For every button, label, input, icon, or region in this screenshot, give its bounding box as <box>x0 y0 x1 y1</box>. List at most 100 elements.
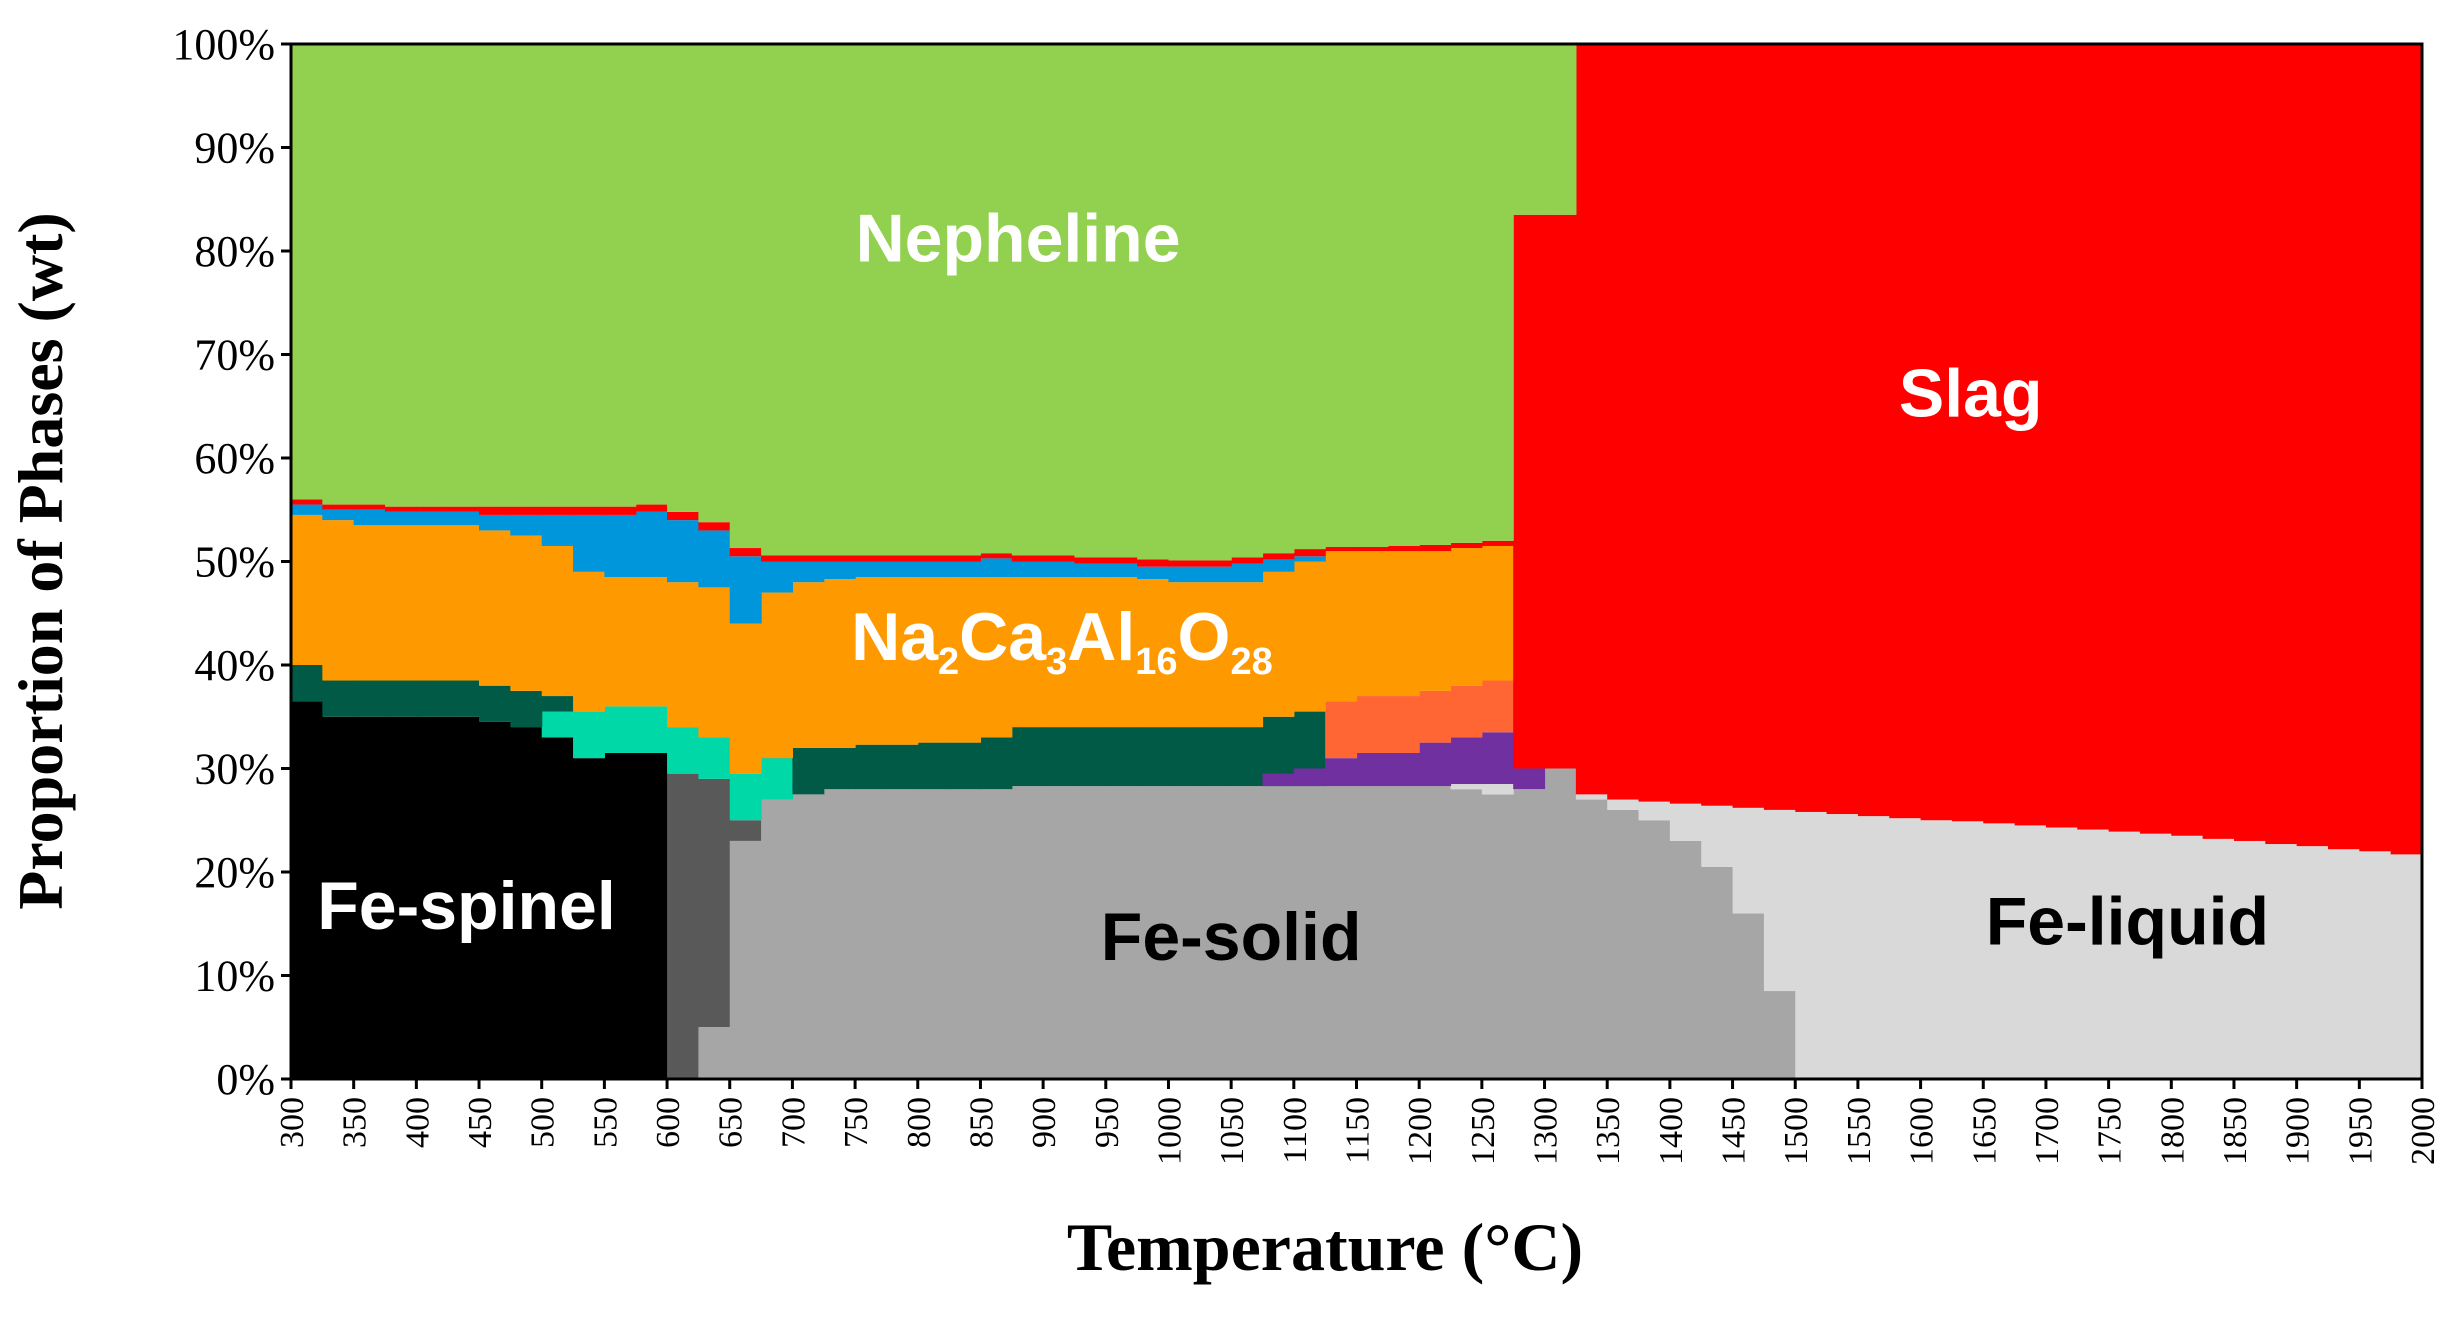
band-slag <box>1481 540 1514 546</box>
band-dark-green-phase <box>447 680 480 717</box>
series-blue-phase <box>291 504 1326 624</box>
band-fe-solid <box>1356 786 1389 1079</box>
band-fe-spinel <box>385 716 417 1079</box>
formula-subscript: 16 <box>1135 641 1177 683</box>
band-dark-green-phase <box>1043 727 1076 787</box>
band-nepheline <box>1544 44 1577 215</box>
band-slag <box>761 555 794 562</box>
band-slag <box>1199 560 1232 567</box>
x-tick-label: 1400 <box>1653 1097 1690 1165</box>
band-fe-solid <box>1168 786 1201 1079</box>
band-blue-phase <box>792 561 825 583</box>
band-slag <box>1951 44 1984 822</box>
band-fe-spinel <box>573 758 605 1079</box>
band-slag <box>2014 44 2047 826</box>
band-aqua-phase <box>761 758 794 800</box>
x-tick-label: 1050 <box>1214 1097 1251 1165</box>
band-nepheline <box>353 44 386 505</box>
band-fe-spinel <box>510 727 543 1079</box>
band-fe-solid <box>1137 786 1170 1079</box>
band-slag <box>1732 44 1765 808</box>
band-dark-green-phase <box>1168 727 1201 787</box>
band-fe-liquid <box>1763 809 1796 992</box>
band-blue-phase <box>1293 556 1326 562</box>
formula-element: Ca <box>959 599 1047 675</box>
band-slag <box>291 499 323 505</box>
band-slag <box>1763 44 1796 810</box>
band-fe-liquid <box>2233 840 2266 1079</box>
band-blue-phase <box>573 514 605 572</box>
x-tick-label: 300 <box>274 1097 311 1148</box>
band-blue-phase <box>635 511 668 578</box>
area-layer <box>291 44 2423 1080</box>
band-nepheline <box>1387 44 1420 546</box>
band-slag <box>479 506 511 515</box>
band-na2ca3al16o28 <box>729 623 762 774</box>
band-dark-green-phase <box>291 665 323 702</box>
band-blue-phase <box>1231 563 1264 583</box>
band-nepheline <box>604 44 637 507</box>
band-nepheline <box>855 44 888 556</box>
band-blue-phase <box>1168 566 1201 583</box>
x-tick-label: 1700 <box>2029 1097 2066 1165</box>
band-na2ca3al16o28 <box>385 525 417 681</box>
y-tick-label: 50% <box>194 538 275 587</box>
band-nepheline <box>1325 44 1358 548</box>
band-slag <box>1293 549 1326 557</box>
series-orange-red-phase <box>1325 680 1514 759</box>
band-nepheline <box>792 44 825 556</box>
band-nepheline <box>1481 44 1514 541</box>
series-fe-solid <box>698 768 1796 1080</box>
series-fe-liquid <box>1450 768 2423 1080</box>
band-slag <box>604 506 637 515</box>
tick-layer: 0% 10% 20% 30% 40% 50% 60% 70% 80% 90% 100% 300 350 4… <box>172 20 2442 1165</box>
band-na2ca3al16o28 <box>1137 579 1170 728</box>
band-slag <box>886 555 919 562</box>
band-na2ca3al16o28 <box>1011 577 1044 728</box>
band-slag <box>510 506 543 515</box>
band-slag <box>1450 542 1483 549</box>
band-fe-solid <box>1231 786 1264 1079</box>
band-slag <box>416 506 449 512</box>
band-na2ca3al16o28 <box>949 577 982 743</box>
series-aqua-phase <box>541 706 794 821</box>
band-slag <box>1074 557 1107 564</box>
band-slag <box>1701 44 1734 806</box>
band-slag <box>2045 44 2078 828</box>
band-slag <box>322 504 355 510</box>
band-fe-spinel <box>635 752 668 1079</box>
formula-subscript: 28 <box>1230 641 1272 683</box>
band-blue-phase <box>1105 563 1138 578</box>
band-slag <box>1607 44 1640 800</box>
band-dark-green-phase <box>886 744 919 790</box>
band-na2ca3al16o28 <box>1168 582 1201 728</box>
band-fe-liquid <box>1983 823 2016 1079</box>
x-tick-label: 1750 <box>2092 1097 2129 1165</box>
band-blue-phase <box>385 511 417 526</box>
band-slag <box>1638 44 1671 802</box>
band-purple-phase <box>1450 737 1483 785</box>
band-fe-liquid <box>1481 784 1514 795</box>
band-na2ca3al16o28 <box>855 577 888 745</box>
band-na2ca3al16o28 <box>1231 582 1264 728</box>
y-tick-label: 40% <box>194 641 275 690</box>
band-slag <box>2265 44 2298 845</box>
x-tick-label: 1850 <box>2217 1097 2254 1165</box>
band-fe-solid <box>1638 820 1671 1079</box>
band-nepheline <box>385 44 417 507</box>
band-na2ca3al16o28 <box>447 525 480 681</box>
band-fe-liquid <box>2108 831 2141 1079</box>
band-fe-solid <box>1105 786 1138 1079</box>
x-tick-label: 1900 <box>2280 1097 2317 1165</box>
band-fe-solid <box>1011 786 1044 1079</box>
y-tick-label: 90% <box>194 124 275 173</box>
band-nepheline <box>1231 44 1264 558</box>
band-slag <box>2233 44 2266 841</box>
band-slag <box>2077 44 2110 830</box>
band-blue-phase <box>416 511 449 526</box>
band-blue-phase <box>353 509 386 526</box>
band-na2ca3al16o28 <box>1325 551 1358 702</box>
band-na2ca3al16o28 <box>917 577 950 743</box>
band-fe-liquid <box>2265 844 2298 1079</box>
band-dark-green-phase <box>1011 727 1044 787</box>
